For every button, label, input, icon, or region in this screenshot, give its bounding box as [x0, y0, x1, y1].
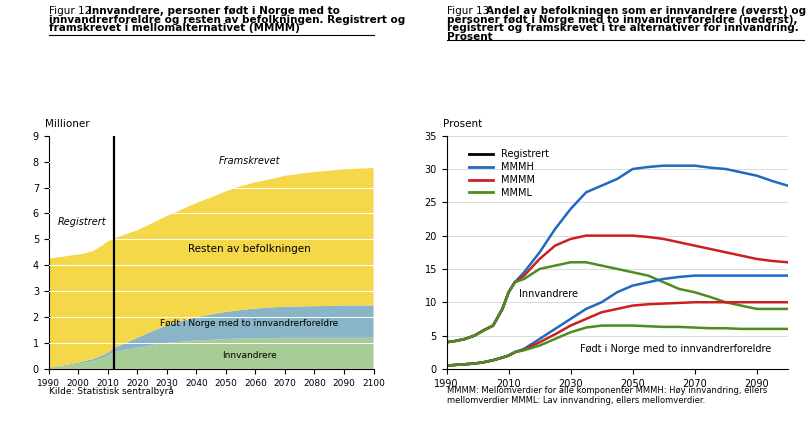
Text: Andel av befolkningen som er innvandrere (øverst) og: Andel av befolkningen som er innvandrere…	[485, 6, 805, 17]
Text: registrert og framskrevet i tre alternativer for innvandring.: registrert og framskrevet i tre alternat…	[446, 23, 797, 33]
Text: framskrevet i mellomalternativet (MMMM): framskrevet i mellomalternativet (MMMM)	[49, 23, 299, 33]
Text: personer født i Norge med to innvandrerforeldre (nederst),: personer født i Norge med to innvandrerf…	[446, 15, 796, 25]
Text: MMMM: Mellomverdier for alle komponenter MMMH: Høy innvandring, ellers
mellomver: MMMM: Mellomverdier for alle komponenter…	[446, 386, 766, 405]
Text: Figur 12.: Figur 12.	[49, 6, 97, 17]
Text: innvandrerforeldre og resten av befolkningen. Registrert og: innvandrerforeldre og resten av befolkni…	[49, 15, 405, 25]
Text: Registrert: Registrert	[58, 217, 106, 227]
Text: Kilde: Statistisk sentralbyrå: Kilde: Statistisk sentralbyrå	[49, 386, 174, 396]
Text: Figur 13.: Figur 13.	[446, 6, 495, 17]
Text: Innvandrere, personer født i Norge med to: Innvandrere, personer født i Norge med t…	[88, 6, 339, 17]
Text: Prosent: Prosent	[446, 32, 491, 42]
Text: Prosent: Prosent	[443, 119, 482, 129]
Text: Født i Norge med to innvandrerforeldre: Født i Norge med to innvandrerforeldre	[579, 344, 770, 354]
Text: Innvandrere: Innvandrere	[222, 351, 277, 360]
Legend: Registrert, MMMH, MMMM, MMML: Registrert, MMMH, MMMM, MMML	[465, 145, 552, 202]
Text: Resten av befolkningen: Resten av befolkningen	[188, 244, 311, 254]
Text: Framskrevet: Framskrevet	[218, 156, 280, 166]
Text: Født i Norge med to innvandrerforeldre: Født i Norge med to innvandrerforeldre	[161, 319, 338, 328]
Text: Millioner: Millioner	[45, 119, 90, 129]
Text: Innvandrere: Innvandrere	[519, 289, 577, 299]
